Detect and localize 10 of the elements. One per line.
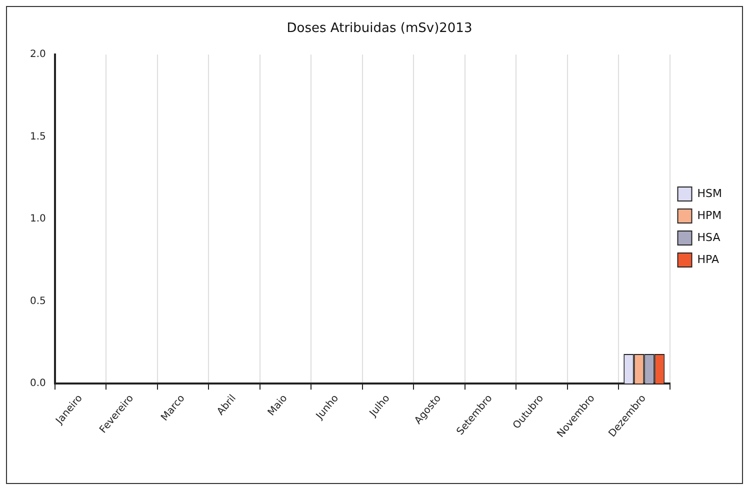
y-tick-label: 0.0 bbox=[30, 378, 46, 390]
legend-label: HPA bbox=[697, 252, 720, 266]
y-tick-label: 0.5 bbox=[30, 296, 46, 307]
legend-label: HPM bbox=[697, 208, 722, 222]
legend-label: HSM bbox=[697, 186, 722, 200]
y-tick-label: 1.0 bbox=[30, 214, 46, 225]
chart-title: Doses Atribuidas (mSv)2013 bbox=[286, 21, 472, 36]
y-tick-label: 2.0 bbox=[30, 49, 46, 60]
legend-label: HSA bbox=[697, 230, 721, 244]
y-tick-label: 1.5 bbox=[30, 131, 46, 142]
